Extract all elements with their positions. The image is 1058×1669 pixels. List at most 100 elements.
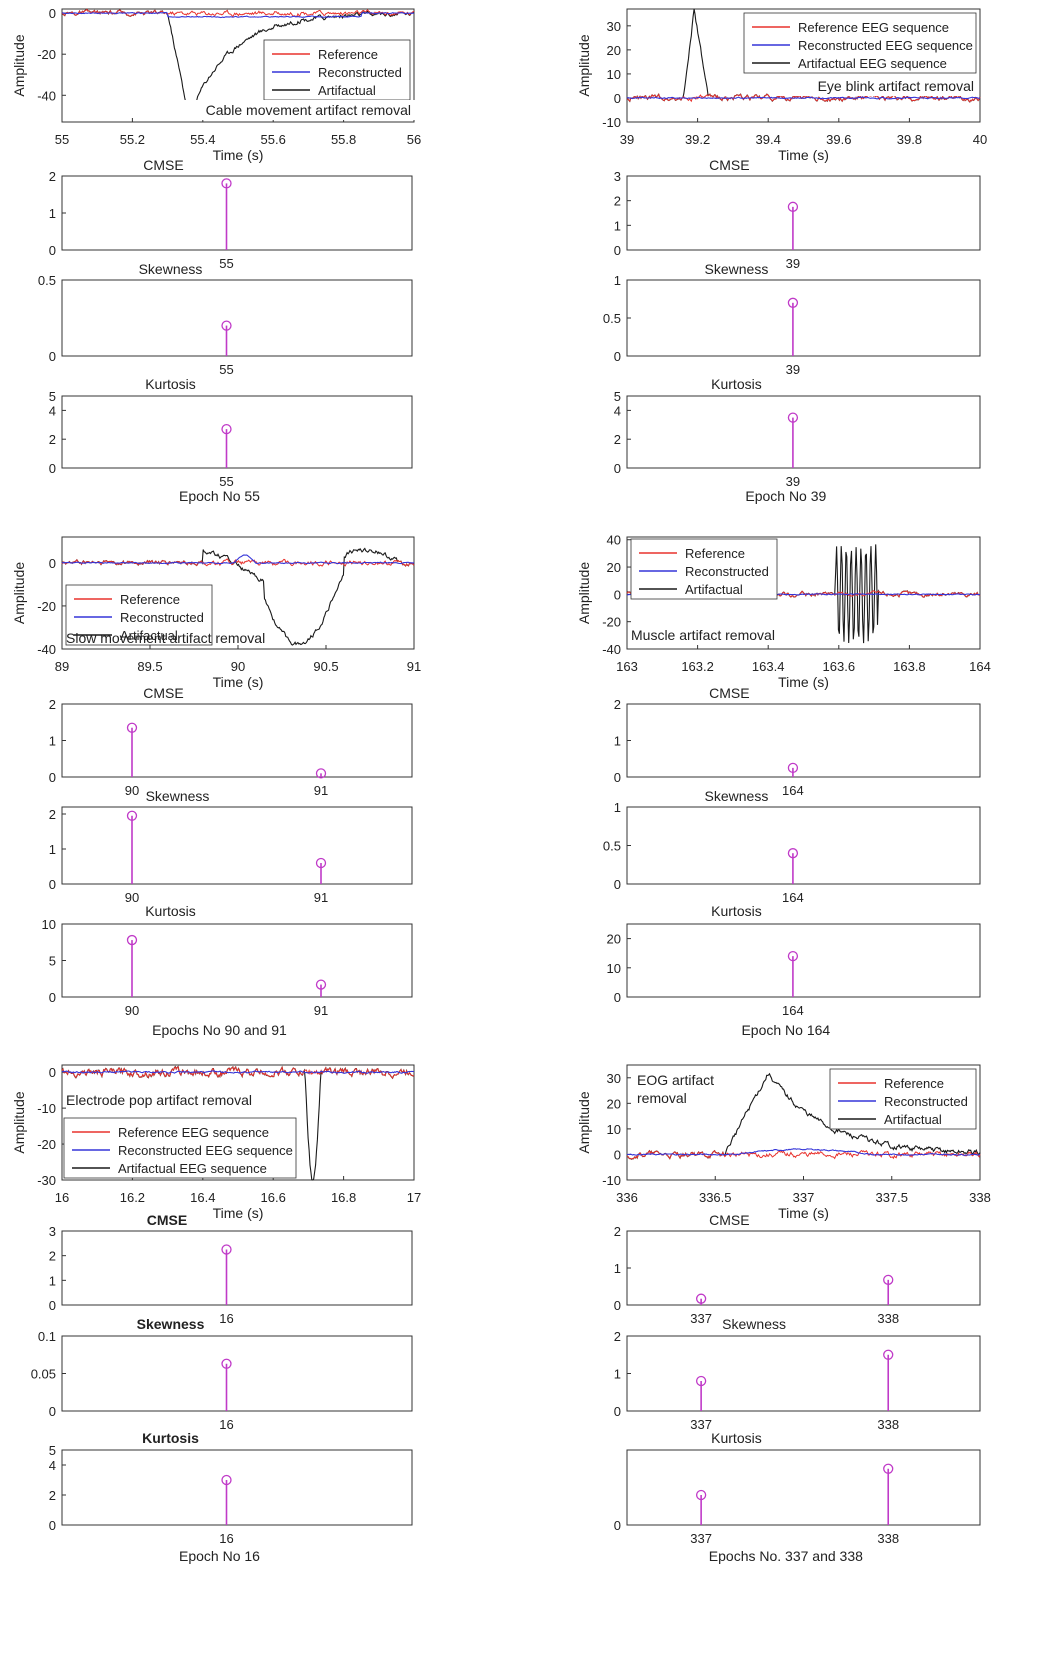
stem-marker [695, 1489, 707, 1501]
epoch-tick-label: 91 [314, 1003, 328, 1018]
epoch-tick-label: 338 [877, 1417, 899, 1432]
y-tick-label: 40 [607, 533, 621, 548]
y-tick-label: -20 [602, 615, 621, 630]
metric-plot-area [61, 1335, 413, 1412]
x-tick-label: 16.6 [261, 1190, 286, 1205]
y-tick-label: 3 [614, 169, 621, 184]
metric-cmse: 0 1 2 CMSE 164 [614, 685, 981, 798]
metric-plot-area [61, 806, 413, 885]
stem-marker [126, 934, 138, 946]
stem-marker [221, 423, 232, 435]
y-tick-label: 0.5 [603, 311, 621, 326]
epoch-caption: Epoch No 39 [745, 488, 826, 504]
stem-marker [221, 1474, 232, 1486]
metric-skewness: 0 0.5 Skewness 55 [38, 261, 413, 377]
y-tick-label: -10 [37, 1101, 56, 1116]
epoch-caption: Epoch No 164 [741, 1022, 830, 1038]
metric-label: Kurtosis [142, 1430, 199, 1446]
stem-marker [883, 1463, 894, 1474]
y-tick-label: 3 [49, 1224, 56, 1239]
y-tick-label: -10 [602, 1173, 621, 1188]
y-tick-label: 0 [49, 877, 56, 892]
panel-title-text: removal [637, 1090, 687, 1106]
y-tick-label: 5 [49, 389, 56, 404]
legend-label: Artifactual EEG sequence [798, 56, 947, 71]
metric-kurtosis: 0 5 10 Kurtosis 90 91 [42, 903, 413, 1018]
metric-plot-area [61, 1449, 413, 1526]
metric-label: Kurtosis [145, 903, 196, 919]
stem-marker [221, 1358, 232, 1369]
metric-cmse: 0 1 2 3 CMSE 16 [49, 1212, 413, 1326]
y-tick-label: 0 [49, 349, 56, 364]
x-tick-label: 16.8 [331, 1190, 356, 1205]
y-tick-label: 0 [614, 877, 621, 892]
legend-label: Reference [120, 592, 180, 607]
x-axis-label: Time (s) [778, 674, 829, 690]
y-tick-label: 0.5 [603, 839, 621, 854]
y-axis-label: Amplitude [11, 1091, 27, 1153]
x-tick-label: 336.5 [699, 1190, 732, 1205]
y-tick-label: 2 [614, 194, 621, 209]
x-tick-label: 39.8 [897, 132, 922, 147]
stem-marker [787, 297, 799, 308]
stem-marker [787, 762, 799, 774]
panel-title: Slow movement artifact removal [66, 630, 265, 646]
x-tick-label: 90.5 [313, 659, 338, 674]
metric-label: CMSE [143, 157, 183, 173]
metric-label: Kurtosis [711, 376, 762, 392]
y-tick-label: 20 [607, 43, 621, 58]
legend-label: Reference [884, 1076, 944, 1091]
x-axis-label: Time (s) [213, 147, 264, 163]
legend-label: Artifactual [120, 628, 178, 643]
x-tick-label: 337.5 [875, 1190, 908, 1205]
y-tick-label: 10 [607, 67, 621, 82]
x-tick-label: 89 [55, 659, 69, 674]
metric-label: Skewness [705, 788, 769, 804]
y-tick-label: 0 [49, 243, 56, 258]
legend-label: Reference EEG sequence [118, 1125, 269, 1140]
metric-plot-area [61, 923, 413, 998]
epoch-tick-label: 338 [877, 1531, 899, 1546]
y-tick-label: 20 [607, 1096, 621, 1111]
x-tick-label: 55 [55, 132, 69, 147]
y-tick-label: 20 [607, 932, 621, 947]
x-tick-label: 56 [407, 132, 421, 147]
y-tick-label: 4 [49, 403, 56, 418]
y-tick-label: -20 [37, 47, 56, 62]
y-tick-label: 1 [49, 206, 56, 221]
epoch-tick-label: 164 [782, 783, 804, 798]
metric-plot-area [626, 703, 981, 778]
series-reference [61, 8, 415, 18]
title-bg [775, 76, 978, 96]
y-tick-label: 10 [607, 961, 621, 976]
metric-skewness: 0 1 2 Skewness 90 91 [49, 788, 413, 905]
x-tick-label: 39.6 [826, 132, 851, 147]
x-tick-label: 163.8 [893, 659, 926, 674]
x-tick-label: 16.4 [190, 1190, 215, 1205]
y-tick-label: 0 [49, 770, 56, 785]
x-tick-label: 55.4 [190, 132, 215, 147]
x-tick-label: 40 [973, 132, 987, 147]
legend-label: Artifactual [318, 83, 376, 98]
metric-plot-area [626, 923, 981, 998]
metric-label: Kurtosis [711, 1430, 762, 1446]
stem-marker [695, 1375, 707, 1387]
epoch-tick-label: 337 [690, 1531, 712, 1546]
panel-title: Muscle artifact removal [631, 627, 775, 643]
metric-plot-area [626, 279, 981, 357]
x-axis-label: Time (s) [213, 1205, 264, 1221]
metric-kurtosis: 0 10 20 Kurtosis 164 [607, 903, 981, 1018]
y-tick-label: 5 [614, 389, 621, 404]
y-tick-label: 4 [49, 1458, 56, 1473]
y-tick-label: 0 [614, 587, 621, 602]
metric-label: Kurtosis [145, 376, 196, 392]
y-tick-label: 0 [49, 990, 56, 1005]
metric-plot-area [626, 1230, 981, 1306]
chart-panel-slow: 89 89.5 90 90.5 91 0 -20 -40 Time (s) Amplitude Re… [11, 536, 421, 1038]
y-tick-label: 2 [614, 432, 621, 447]
y-axis-label: Amplitude [576, 562, 592, 624]
epoch-tick-label: 338 [877, 1311, 899, 1326]
metric-skewness: 0 0.5 1 Skewness 164 [603, 788, 981, 905]
metric-plot-area [626, 175, 981, 251]
